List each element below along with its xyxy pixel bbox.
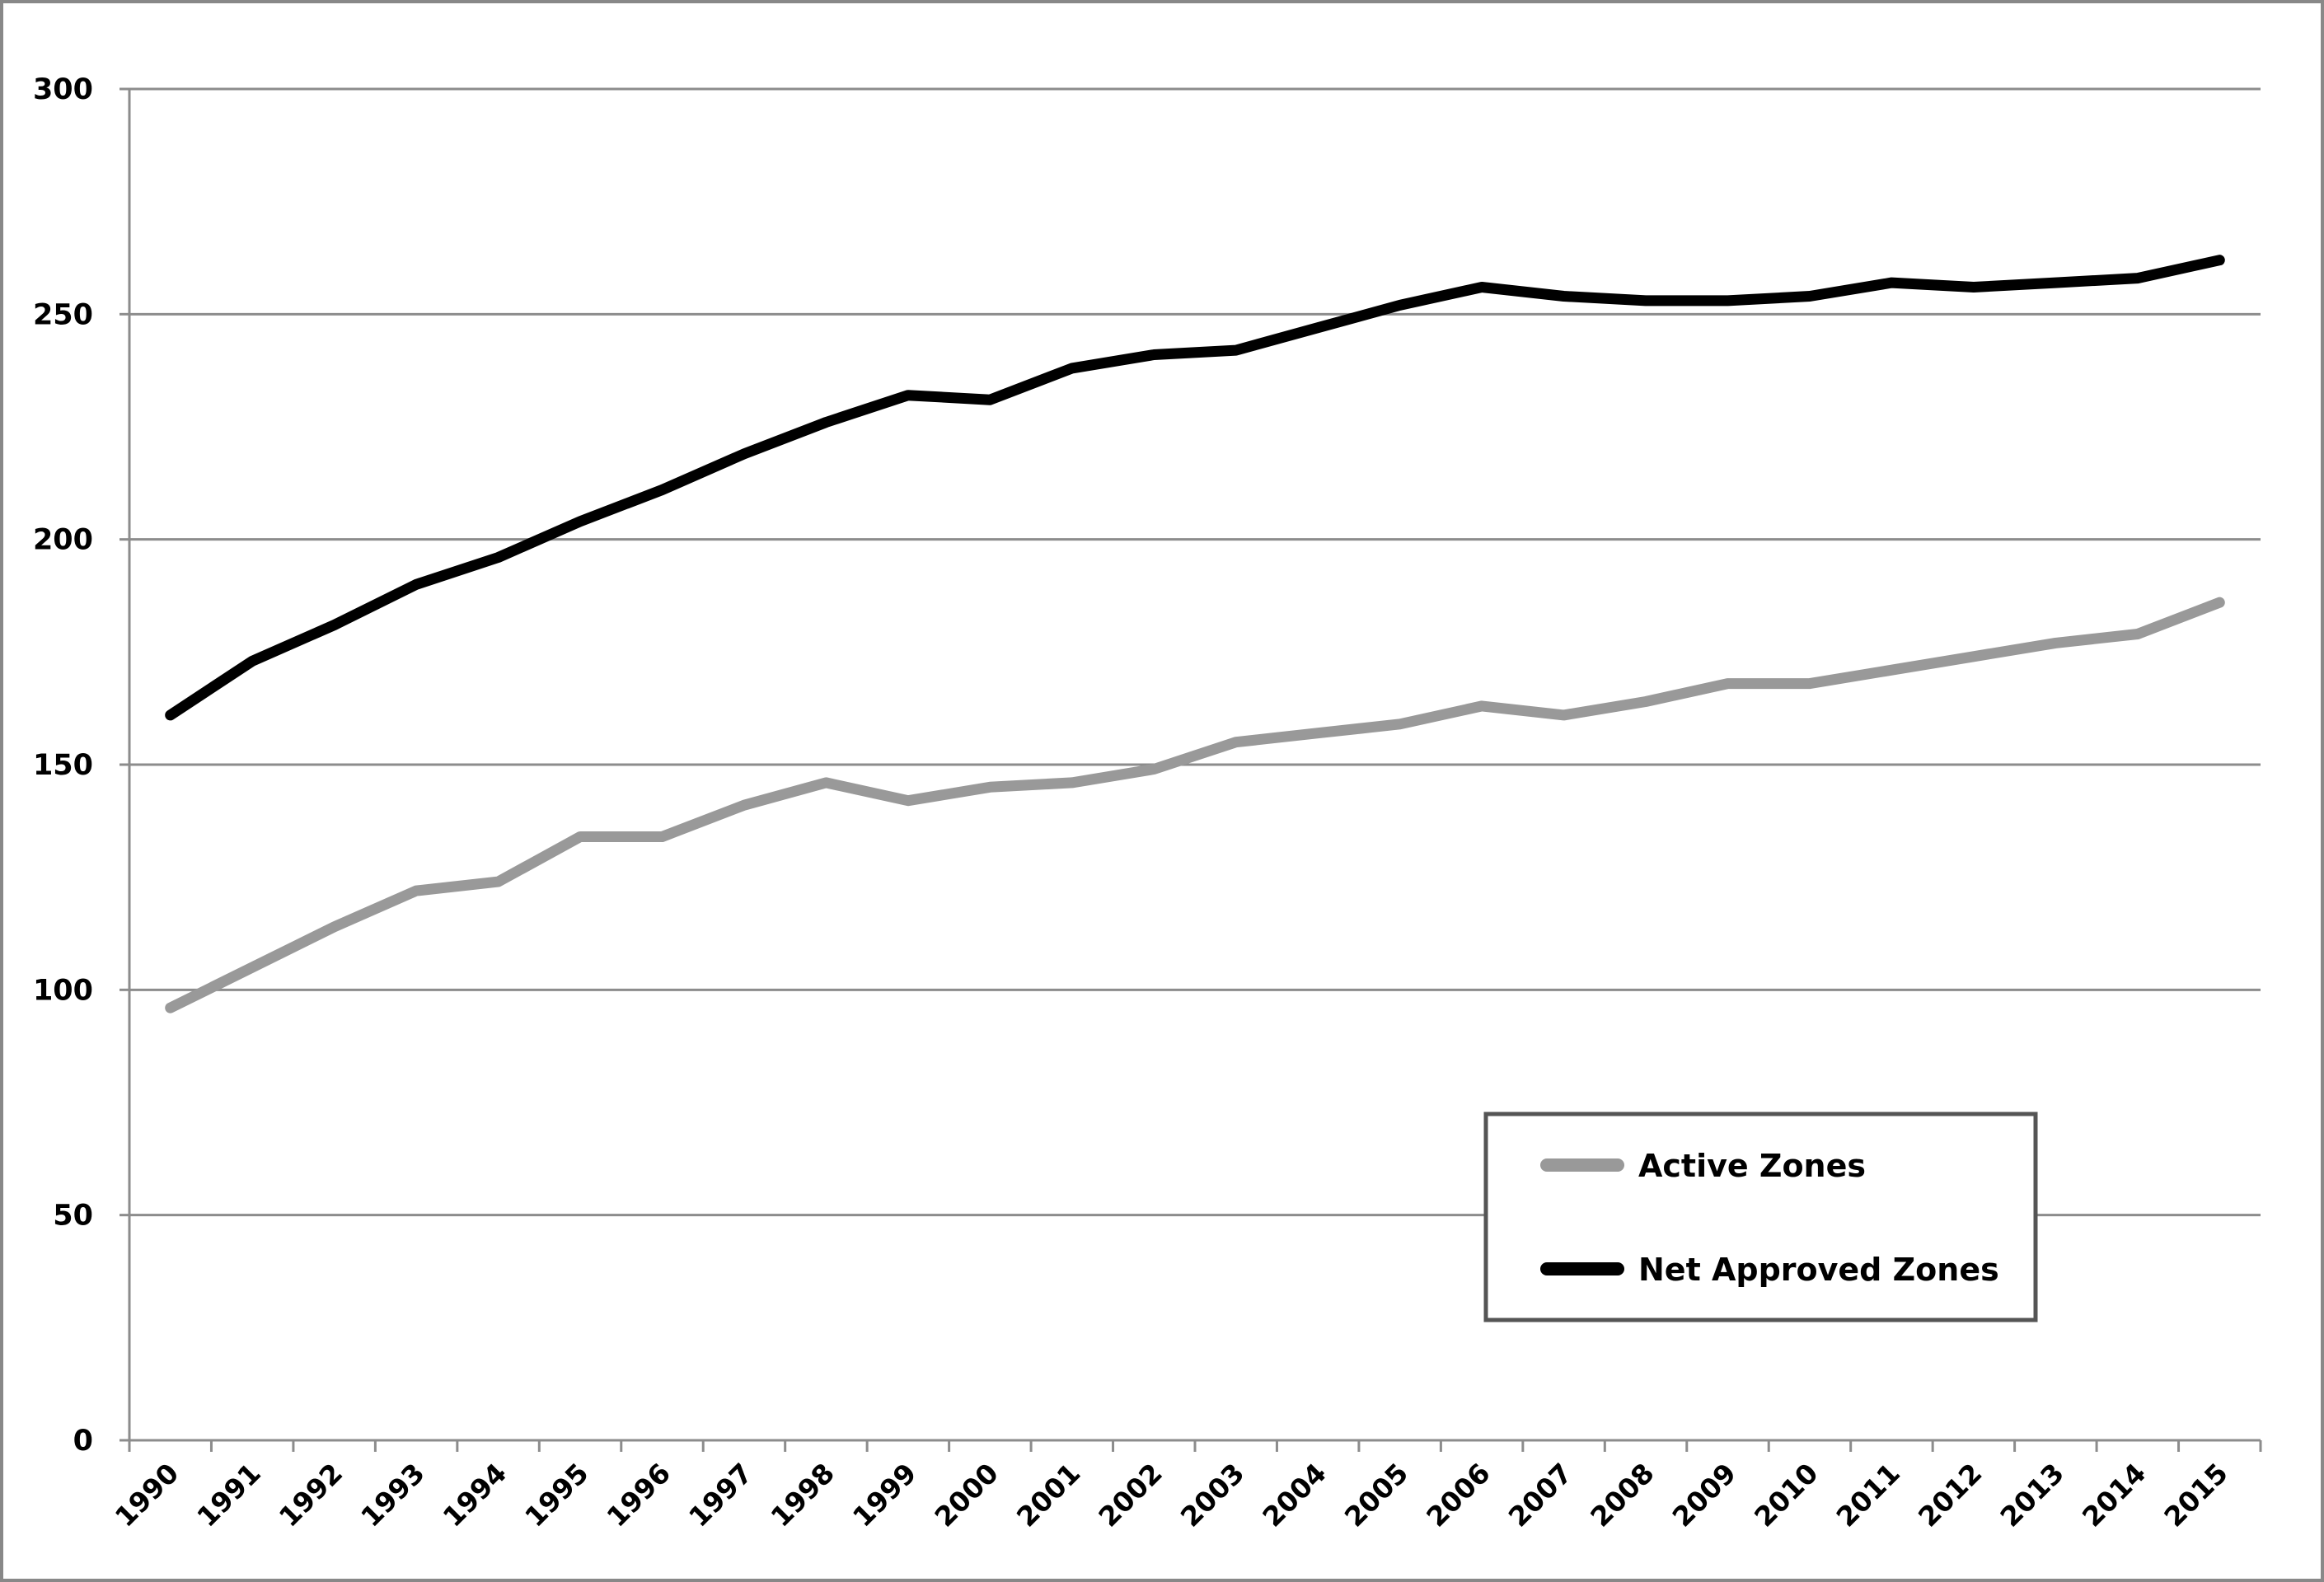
axes (119, 87, 2262, 1452)
y-tick-label-50: 50 (53, 1200, 93, 1233)
series-lines (165, 255, 2225, 1013)
series-line-net-approved-zones (165, 255, 2225, 721)
legend-box (1483, 1112, 2038, 1322)
y-tick-label-150: 150 (33, 749, 93, 782)
legend-label-active-zones: Active Zones (1638, 1148, 1866, 1184)
series-line-active-zones (165, 597, 2225, 1013)
y-tick-label-200: 200 (33, 524, 93, 557)
y-tick-label-100: 100 (33, 974, 93, 1007)
y-tick-label-250: 250 (33, 298, 93, 331)
legend: Active Zones Net Approved Zones (1483, 1112, 2038, 1322)
y-tick-label-300: 300 (33, 73, 93, 106)
y-axis-tick-labels: 0 50 100 150 200 250 300 (33, 73, 93, 1458)
legend-label-net-approved-zones: Net Approved Zones (1638, 1252, 1999, 1288)
y-tick-label-0: 0 (73, 1425, 93, 1458)
